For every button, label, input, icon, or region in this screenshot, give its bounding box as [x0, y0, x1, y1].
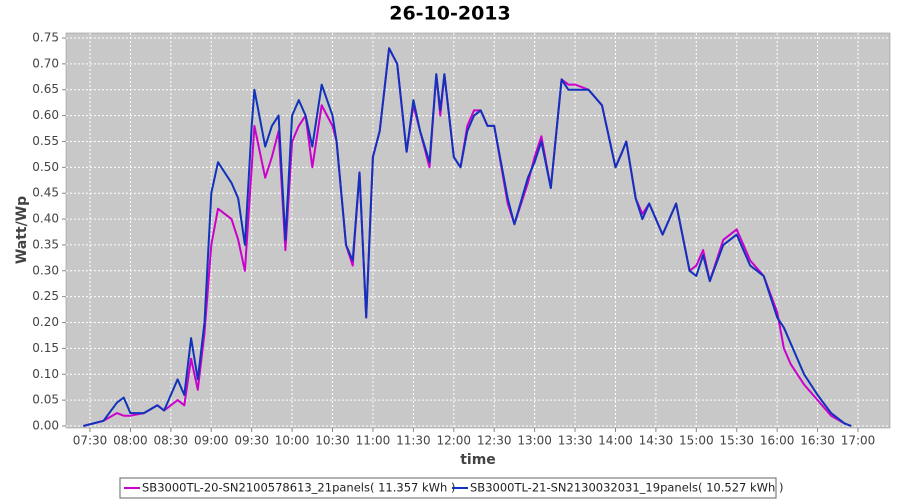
x-tick-label: 14:00 — [598, 434, 633, 448]
y-tick-label: 0.30 — [32, 263, 59, 277]
x-tick-label: 11:00 — [356, 434, 391, 448]
series-line — [83, 47, 852, 427]
y-tick-label: 0.05 — [32, 393, 59, 407]
x-tick-label: 11:30 — [396, 434, 431, 448]
plot-area — [65, 32, 891, 429]
y-tick-label: 0.45 — [32, 186, 59, 200]
x-tick-label: 12:30 — [477, 434, 512, 448]
x-tick-label: 12:00 — [436, 434, 471, 448]
y-tick-label: 0.00 — [32, 419, 59, 433]
chart-title: 26-10-2013 — [389, 3, 511, 25]
x-tick-label: 09:30 — [234, 434, 269, 448]
legend-label: SB3000TL-20-SN2100578613_21panels( 11.35… — [142, 481, 455, 495]
legend — [119, 477, 777, 499]
x-tick-label: 17:00 — [841, 434, 876, 448]
x-tick-label: 07:30 — [73, 434, 108, 448]
y-tick-label: 0.35 — [32, 237, 59, 251]
y-tick-label: 0.50 — [32, 160, 59, 174]
y-tick-label: 0.20 — [32, 315, 59, 329]
y-tick-label: 0.40 — [32, 212, 59, 226]
legend-label: SB3000TL-21-SN2130032031_19panels( 10.52… — [470, 481, 783, 495]
x-tick-label: 08:30 — [154, 434, 189, 448]
x-tick-label: 13:00 — [517, 434, 552, 448]
y-tick-label: 0.15 — [32, 341, 59, 355]
x-tick-label: 10:30 — [315, 434, 350, 448]
y-tick-label: 0.10 — [32, 367, 59, 381]
y-tick-label: 0.25 — [32, 289, 59, 303]
x-tick-label: 09:00 — [194, 434, 229, 448]
x-axis-label: time — [460, 452, 496, 468]
x-tick-label: 15:00 — [679, 434, 714, 448]
x-tick-label: 13:30 — [558, 434, 593, 448]
x-tick-label: 16:00 — [760, 434, 795, 448]
y-tick-label: 0.60 — [32, 108, 59, 122]
x-tick-label: 14:30 — [639, 434, 674, 448]
x-tick-label: 16:30 — [800, 434, 835, 448]
y-tick-label: 0.65 — [32, 82, 59, 96]
x-tick-label: 10:00 — [275, 434, 310, 448]
y-tick-label: 0.75 — [32, 31, 59, 45]
y-tick-label: 0.55 — [32, 134, 59, 148]
y-axis-label: Watt/Wp — [14, 196, 30, 264]
y-tick-label: 0.70 — [32, 56, 59, 70]
x-tick-label: 08:00 — [113, 434, 148, 448]
x-tick-label: 15:30 — [719, 434, 754, 448]
